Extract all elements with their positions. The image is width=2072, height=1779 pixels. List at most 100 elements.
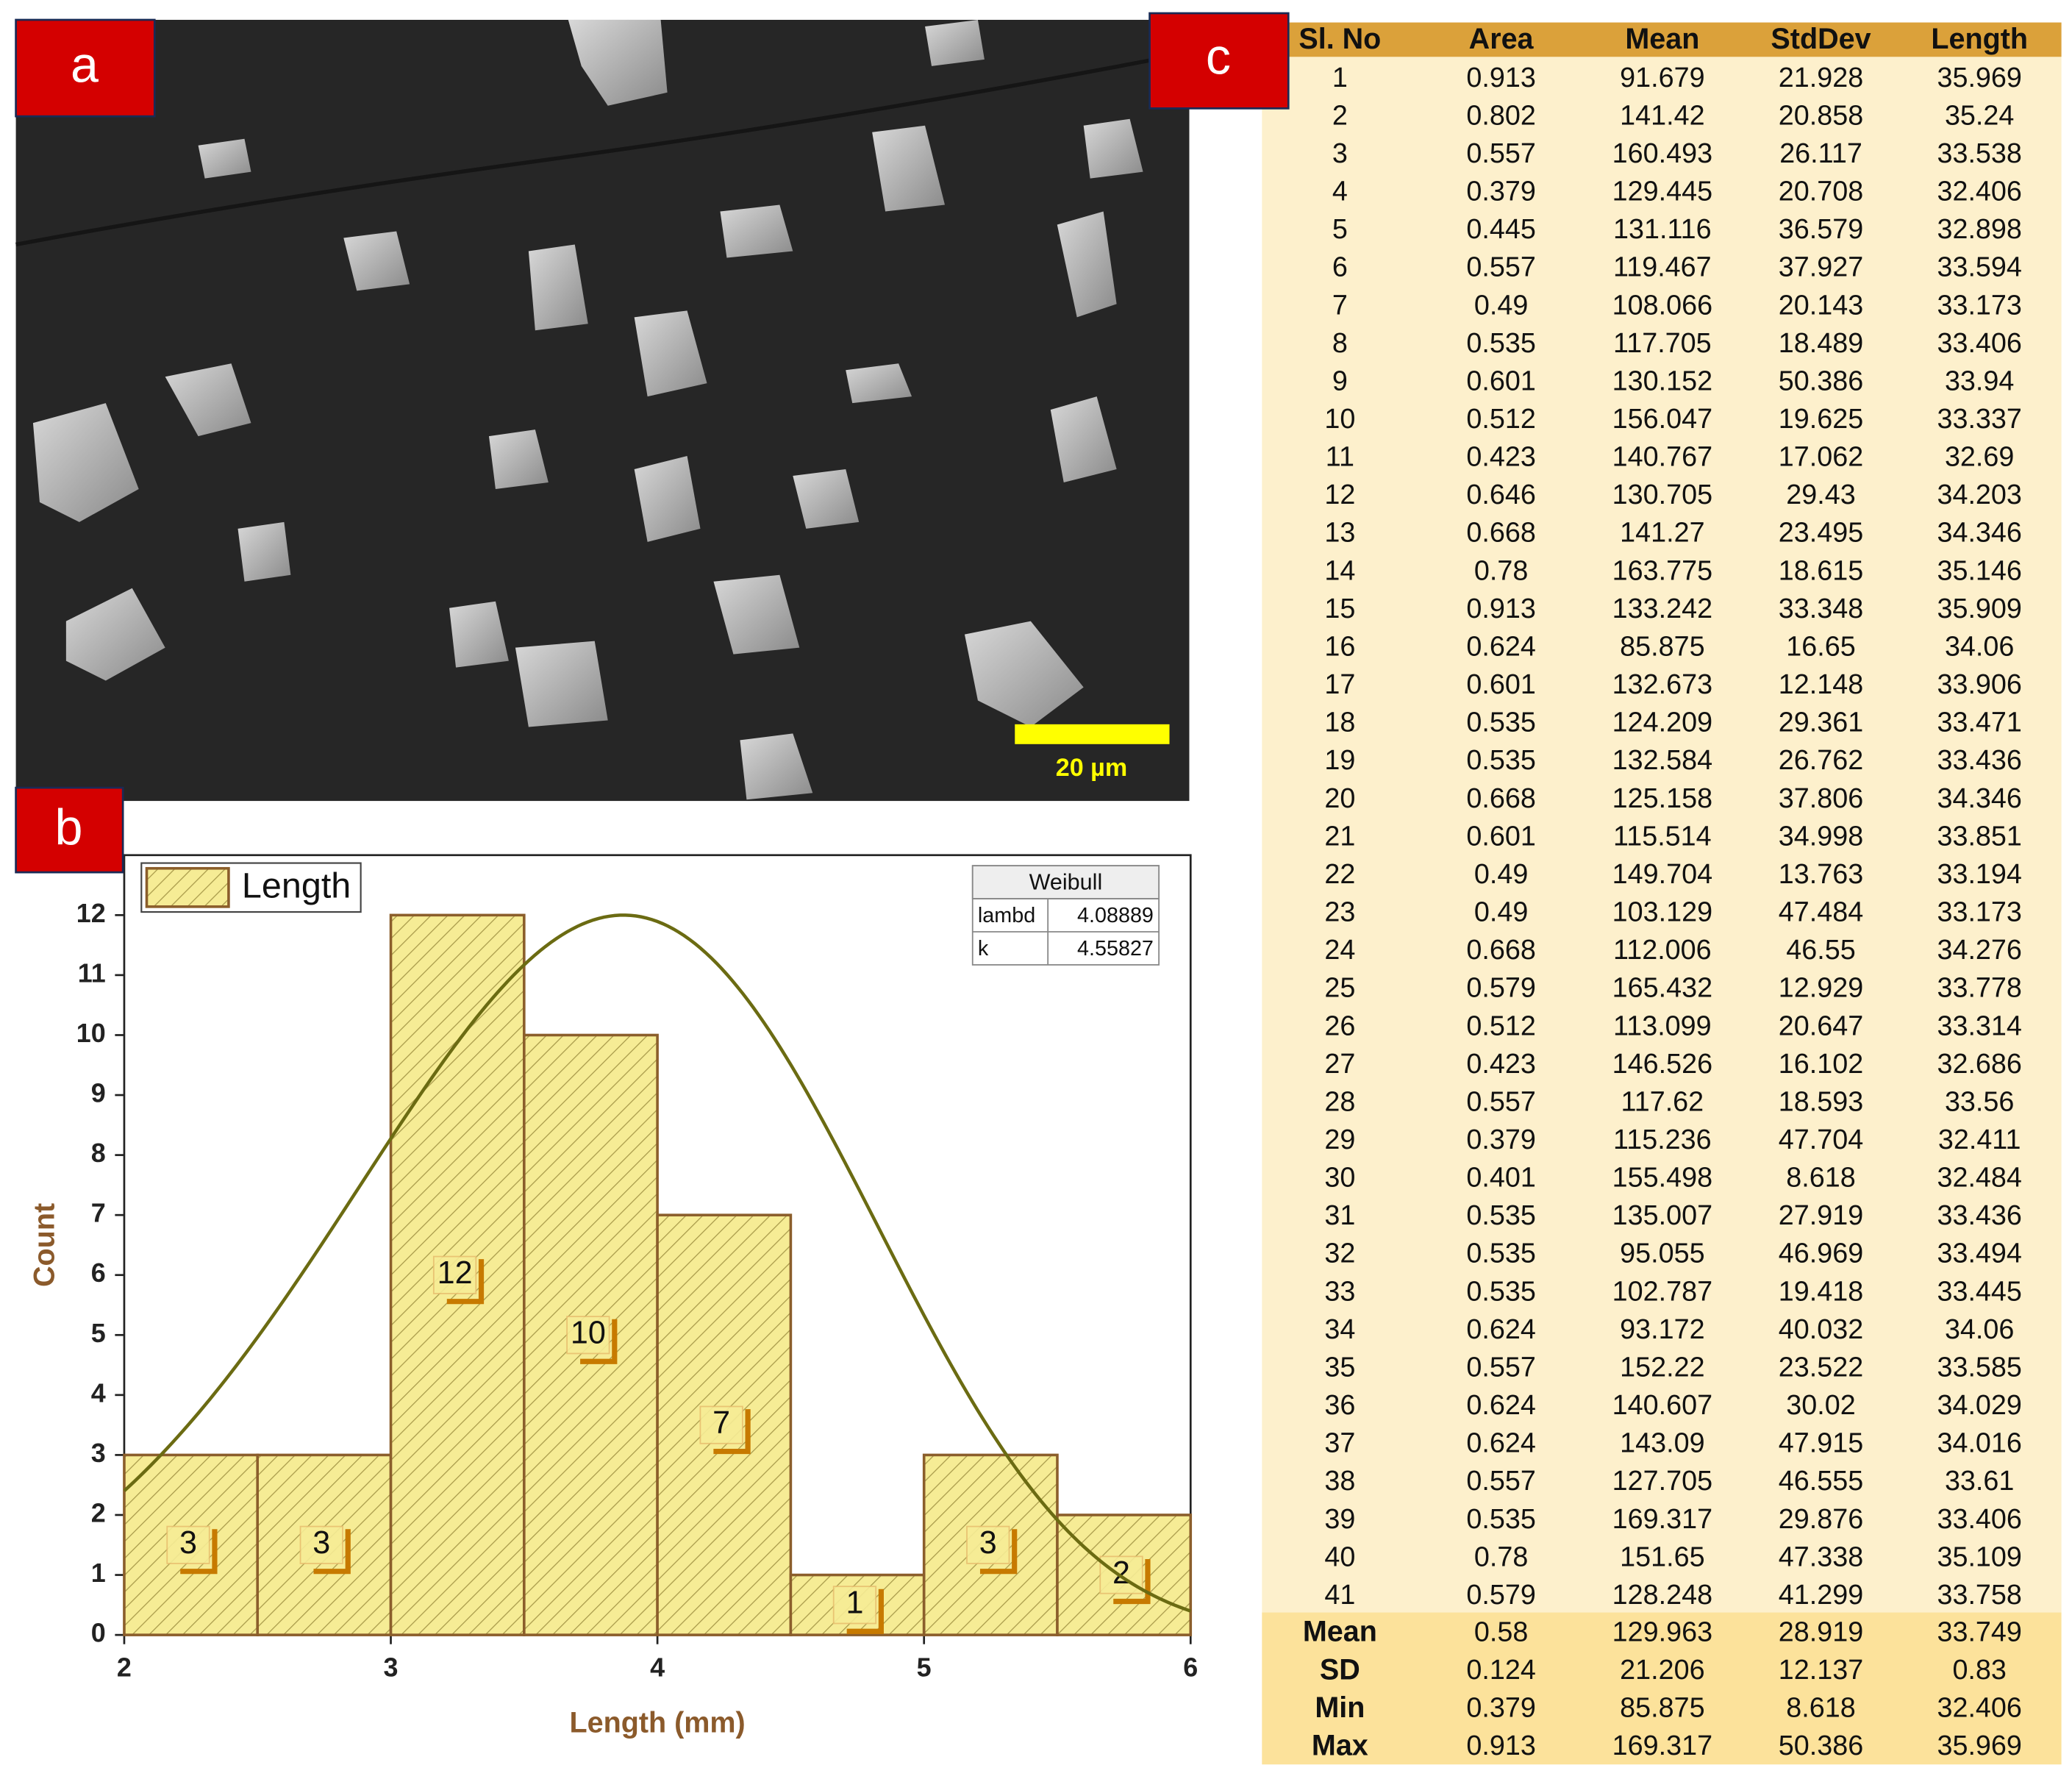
table-cell: 11 <box>1326 441 1354 472</box>
table-cell: 0.668 <box>1466 517 1535 548</box>
table-cell: 33.406 <box>1937 327 2021 358</box>
panel-label-box <box>15 18 156 118</box>
table-cell: 152.22 <box>1620 1351 1704 1382</box>
sem-image: 20 µm <box>15 19 1190 802</box>
data-label-frame <box>979 1529 1018 1575</box>
table-cell: 40 <box>1324 1541 1355 1572</box>
table-cell: 33.194 <box>1937 858 2021 889</box>
table-cell: 9 <box>1332 365 1348 396</box>
table-cell: 0.512 <box>1466 403 1535 434</box>
table-header-cell: Length <box>1931 23 2028 55</box>
particle <box>515 641 608 727</box>
data-label: 1 <box>846 1586 863 1621</box>
x-axis-label: Length (mm) <box>569 1707 745 1739</box>
table-cell: 5 <box>1332 213 1348 244</box>
table-cell: 6 <box>1332 252 1348 282</box>
table-cell: 35.969 <box>1937 62 2021 93</box>
table-summary-cell: 0.124 <box>1466 1654 1535 1685</box>
table-cell: 3 <box>1332 138 1348 168</box>
y-tick-label: 10 <box>76 1018 106 1048</box>
table-summary-label: Min <box>1315 1691 1365 1724</box>
table-cell: 102.787 <box>1612 1275 1712 1306</box>
y-tick-label: 3 <box>91 1438 106 1468</box>
x-tick-label: 3 <box>384 1652 399 1682</box>
table-cell: 25 <box>1324 972 1355 1003</box>
table-cell: 18.593 <box>1779 1085 1863 1116</box>
data-label-box <box>166 1525 210 1564</box>
table-summary-cell: 0.913 <box>1466 1730 1535 1761</box>
particle <box>488 429 549 489</box>
fit-title: Weibull <box>1029 869 1103 894</box>
table-summary-cell: 129.963 <box>1612 1616 1712 1647</box>
table-cell: 10 <box>1324 403 1355 434</box>
bar <box>123 1453 260 1636</box>
table-cell: 35 <box>1324 1351 1355 1382</box>
y-tick-label: 8 <box>91 1138 106 1168</box>
table-cell: 46.969 <box>1779 1238 1863 1269</box>
table-summary-cell: 32.406 <box>1937 1691 2021 1722</box>
table-cell: 18.489 <box>1779 327 1863 358</box>
table-header-cell: Area <box>1469 23 1535 55</box>
table-cell: 0.535 <box>1466 707 1535 738</box>
table-cell: 34.016 <box>1937 1427 2021 1458</box>
table-cell: 35.146 <box>1937 555 2021 585</box>
particle <box>32 403 139 522</box>
table-cell: 12 <box>1324 479 1355 510</box>
table-cell: 33.594 <box>1937 252 2021 282</box>
table-cell: 32.406 <box>1937 176 2021 207</box>
table-cell: 7 <box>1332 289 1348 320</box>
table-cell: 0.557 <box>1466 1351 1535 1382</box>
y-tick-label: 12 <box>76 898 106 928</box>
table-cell: 0.49 <box>1474 858 1528 889</box>
table-cell: 0.624 <box>1466 1427 1535 1458</box>
table-cell: 125.158 <box>1612 782 1712 813</box>
table-cell: 143.09 <box>1620 1427 1704 1458</box>
table-cell: 151.65 <box>1620 1541 1704 1572</box>
data-label: 7 <box>712 1405 730 1441</box>
table-cell: 117.62 <box>1621 1085 1704 1116</box>
particle <box>1057 211 1117 318</box>
table-cell: 23.522 <box>1779 1351 1863 1382</box>
table-cell: 34.276 <box>1937 934 2021 965</box>
table-summary-cell: 0.58 <box>1474 1616 1528 1647</box>
table-cell: 33.758 <box>1937 1579 2021 1610</box>
table-cell: 34.203 <box>1937 479 2021 510</box>
particle <box>165 363 251 437</box>
table-cell: 115.514 <box>1613 820 1712 851</box>
table-cell: 33.445 <box>1937 1275 2021 1306</box>
panel-label-box <box>1148 12 1290 110</box>
table-cell: 17 <box>1324 669 1355 699</box>
table-cell: 119.467 <box>1613 252 1712 282</box>
table-cell: 33.173 <box>1937 289 2021 320</box>
table-cell: 13 <box>1324 517 1355 548</box>
table-cell: 34.06 <box>1945 630 2014 661</box>
table-summary-cell: 35.969 <box>1937 1730 2021 1761</box>
table-summary-cell: 0.379 <box>1466 1691 1535 1722</box>
particle <box>872 125 945 212</box>
y-axis-label: Count <box>28 1203 60 1287</box>
table-cell: 46.555 <box>1779 1465 1863 1496</box>
panel-label: c <box>1206 29 1231 85</box>
table-cell: 34.346 <box>1937 517 2021 548</box>
table-header-cell: Sl. No <box>1298 23 1381 55</box>
table-cell: 26.762 <box>1779 744 1863 775</box>
table-summary-cell: 21.206 <box>1620 1654 1704 1685</box>
table-cell: 30.02 <box>1786 1389 1855 1420</box>
scale-bar <box>1015 724 1170 744</box>
particle <box>1050 396 1117 482</box>
table-cell: 165.432 <box>1612 972 1712 1003</box>
table-cell: 0.668 <box>1466 934 1535 965</box>
table-cell: 16.65 <box>1786 630 1855 661</box>
table-cell: 0.802 <box>1466 99 1535 130</box>
data-label-frame <box>846 1589 884 1634</box>
table-cell: 17.062 <box>1779 441 1863 472</box>
particle <box>198 138 251 179</box>
data-label-box <box>566 1316 610 1355</box>
table-cell: 33.851 <box>1937 820 2021 851</box>
table-cell: 0.379 <box>1466 176 1535 207</box>
table-cell: 0.423 <box>1466 1048 1535 1079</box>
table-cell: 141.27 <box>1620 517 1704 548</box>
table-summary-cell: 33.749 <box>1937 1616 2021 1647</box>
table-cell: 41 <box>1324 1579 1355 1610</box>
